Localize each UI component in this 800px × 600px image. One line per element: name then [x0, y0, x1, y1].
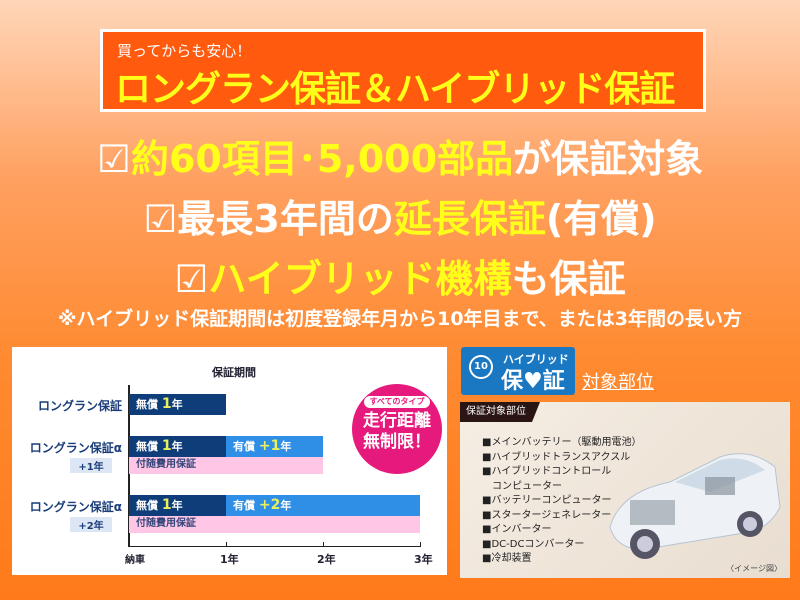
- row-label: ロングラン保証: [37, 399, 122, 413]
- part-item: コンピューター: [482, 480, 562, 492]
- callout-line2: 無制限！: [363, 432, 431, 452]
- segment-years: +1: [258, 438, 281, 454]
- checkbox-icon: ☑: [174, 257, 209, 301]
- feature-line: ☑約60項目･5,000部品が保証対象: [0, 128, 800, 183]
- x-tick: [323, 542, 324, 547]
- ancillary-cost-bar: 付随費用保証: [129, 457, 323, 474]
- feature-text: が保証対象: [513, 137, 704, 181]
- feature-text: も保証: [511, 257, 626, 301]
- callout-line1: 走行距離: [363, 411, 431, 431]
- badge-bottom: 保♥証: [501, 369, 565, 394]
- callout-pill: すべてのタイプ: [364, 396, 430, 408]
- segment-unit: 年: [280, 499, 292, 512]
- hybrid-car-illustration: [609, 453, 781, 559]
- bar-segment: 無償 1年: [129, 394, 226, 415]
- row-tag: +2年: [70, 517, 112, 532]
- x-tick: [420, 542, 421, 547]
- segment-unit: 年: [171, 499, 183, 512]
- axis-line: [128, 546, 420, 547]
- row-label: ロングラン保証α: [29, 500, 122, 514]
- segment-years: 1: [161, 396, 172, 412]
- feature-text: 約60項目･5,000部品: [130, 137, 514, 181]
- parts-tag: 保証対象部位: [460, 402, 540, 422]
- bar-segment: 有償 +2年: [226, 495, 420, 516]
- segment-unit: 年: [171, 398, 183, 411]
- main-title: ロングラン保証＆ハイブリッド保証: [115, 69, 675, 110]
- checkbox-icon: ☑: [143, 197, 178, 241]
- bar-segment: 無償 1年: [129, 436, 226, 457]
- segment-label: 有償: [233, 499, 255, 512]
- subtitle: 買ってからも安心！: [117, 42, 252, 60]
- row-tag: +1年: [70, 458, 112, 473]
- feature-text: ハイブリッド機構: [208, 257, 512, 301]
- x-tick-label: 1年: [220, 553, 239, 566]
- x-tick: [226, 542, 227, 547]
- part-item: ■冷却装置: [482, 553, 532, 564]
- ancillary-cost-bar: 付随費用保証: [129, 516, 420, 533]
- segment-label: 無償: [136, 398, 158, 411]
- hybrid-warranty-badge: 10 ハイブリッド 保♥証: [461, 347, 575, 395]
- segment-label: 無償: [136, 499, 158, 512]
- note: ※ハイブリッド保証期間は初度登録年月から10年目まで、または3年間の長い方: [58, 308, 742, 330]
- target-parts-panel: 保証対象部位 ■メインバッテリー（駆動用電池） ■ハイブリッドトランスアクスル ■ハ…: [460, 402, 790, 578]
- ribbon-10-years-icon: 10: [469, 355, 493, 379]
- part-item: ■スタータージェネレーター: [482, 509, 612, 521]
- part-item: ■インバーター: [482, 524, 552, 535]
- feature-text: (有償): [545, 197, 657, 241]
- checkbox-icon: ☑: [96, 137, 131, 181]
- feature-line: ☑最長3年間の延長保証(有償): [0, 188, 800, 243]
- x-tick-label: 納車: [125, 555, 145, 566]
- segment-years: 1: [161, 497, 172, 513]
- segment-unit: 年: [171, 440, 183, 453]
- segment-years: 1: [161, 438, 172, 454]
- x-tick-label: 2年: [317, 553, 336, 566]
- part-item: ■ハイブリッドコントロール: [482, 466, 612, 477]
- segment-years: +2: [258, 497, 281, 513]
- part-item: ■バッテリーコンピューター: [482, 495, 612, 506]
- segment-label: 有償: [233, 440, 255, 453]
- unlimited-mileage-callout: すべてのタイプ 走行距離 無制限！: [352, 384, 442, 474]
- title-box: 買ってからも安心！ ロングラン保証＆ハイブリッド保証: [100, 29, 706, 112]
- part-item: ■DC-DCコンバーター: [482, 538, 585, 550]
- badge-top: ハイブリッド: [503, 353, 569, 366]
- image-caption: 〈イメージ図〉: [726, 564, 782, 573]
- part-item: ■ハイブリッドトランスアクスル: [482, 451, 631, 463]
- chart-title: 保証期間: [212, 366, 256, 379]
- warranty-period-chart: 保証期間 ロングラン保証 無償 1年 ロングラン保証α +1年 無償 1年 有償 +1年付…: [12, 347, 447, 575]
- feature-text: 最長3年間の: [177, 197, 394, 241]
- part-item: ■メインバッテリー（駆動用電池）: [482, 437, 642, 448]
- x-tick-label: 3年: [414, 553, 433, 566]
- bar-segment: 無償 1年: [129, 495, 226, 516]
- row-label: ロングラン保証α: [29, 441, 122, 455]
- bar-segment: 有償 +1年: [226, 436, 323, 457]
- segment-unit: 年: [280, 440, 292, 453]
- segment-label: 無償: [136, 440, 158, 453]
- target-parts-link[interactable]: 対象部位: [582, 372, 654, 393]
- feature-line: ☑ハイブリッド機構も保証: [0, 248, 800, 303]
- feature-text: 延長保証: [393, 197, 546, 241]
